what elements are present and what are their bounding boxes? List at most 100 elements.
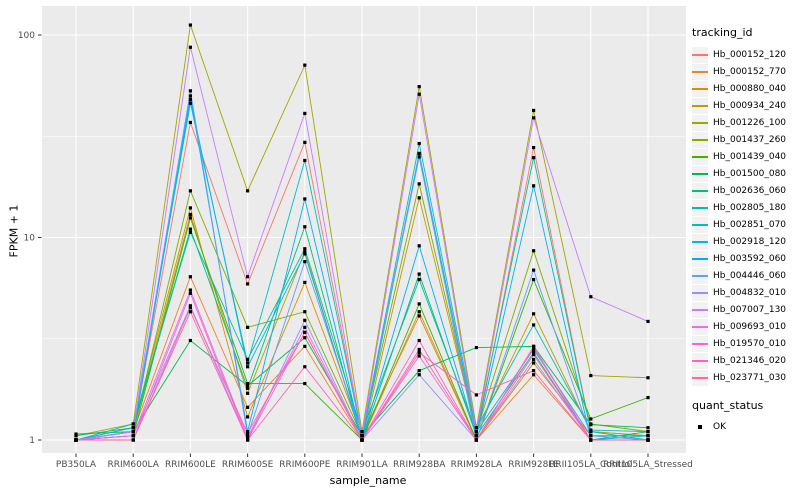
- y-axis: 1 10 100: [18, 31, 42, 446]
- data-point: [417, 244, 421, 248]
- data-point: [188, 23, 192, 27]
- x-tick-label: PB350LA: [56, 460, 97, 470]
- legend-key-swatch: [692, 199, 708, 216]
- data-point: [646, 434, 650, 438]
- data-point: [74, 434, 78, 438]
- data-point: [188, 101, 192, 105]
- data-point: [532, 184, 536, 188]
- legend-line-icon: [692, 342, 708, 345]
- data-point: [532, 353, 536, 357]
- data-point: [188, 89, 192, 93]
- data-point: [646, 430, 650, 434]
- data-point: [246, 438, 250, 442]
- data-point: [246, 381, 250, 386]
- data-point: [417, 347, 421, 352]
- legend-key-swatch: [692, 352, 708, 369]
- data-point: [532, 277, 536, 282]
- data-point: [360, 438, 364, 442]
- data-point: [246, 325, 250, 329]
- legend-item-label: Hb_000152_120: [713, 49, 787, 60]
- legend-item: Hb_003592_060: [692, 250, 798, 267]
- data-point: [532, 108, 536, 113]
- legend-item: Hb_002918_120: [692, 233, 798, 250]
- data-point: [303, 260, 307, 264]
- data-point: [303, 381, 307, 386]
- legend-item-label: Hb_002851_070: [713, 219, 787, 230]
- legend-item-label: Hb_000880_040: [713, 83, 787, 94]
- data-point: [589, 434, 593, 438]
- legend-item: Hb_001500_080: [692, 165, 798, 182]
- data-point: [589, 423, 593, 427]
- x-axis-title: sample_name: [329, 474, 407, 487]
- data-point: [74, 438, 78, 442]
- data-point: [417, 85, 421, 89]
- data-point: [303, 252, 307, 256]
- data-point: [417, 277, 421, 282]
- data-point: [303, 63, 307, 67]
- legend-item-label: Hb_001500_080: [713, 168, 787, 179]
- legend-item: Hb_019570_010: [692, 335, 798, 352]
- data-point: [532, 323, 536, 327]
- data-point: [131, 438, 135, 442]
- legend-item: Hb_000152_770: [692, 63, 798, 80]
- legend-key-swatch: [692, 114, 708, 131]
- legend-key-swatch: [692, 80, 708, 97]
- legend-key-swatch: [692, 369, 708, 386]
- x-tick-label: RRIM600LE: [165, 460, 216, 470]
- data-point: [188, 338, 192, 343]
- legend-item-quant-ok: OK: [692, 418, 798, 435]
- data-point: [532, 373, 536, 377]
- data-point: [532, 249, 536, 253]
- data-point: [474, 393, 478, 397]
- data-point: [417, 369, 421, 373]
- data-point: [188, 227, 192, 231]
- legend-key-swatch: [692, 97, 708, 114]
- data-point: [246, 365, 250, 369]
- data-point: [417, 92, 421, 96]
- legend-item: Hb_021346_020: [692, 352, 798, 369]
- quant-ok-key: [692, 419, 708, 435]
- data-point: [74, 432, 78, 436]
- data-point: [417, 310, 421, 314]
- data-point: [131, 426, 135, 430]
- data-point: [246, 434, 250, 438]
- data-point: [474, 434, 478, 438]
- data-point: [589, 428, 593, 432]
- legend-item: Hb_001226_100: [692, 114, 798, 131]
- data-point: [188, 94, 192, 98]
- x-tick-label: RRIM928BA: [393, 460, 446, 470]
- data-point: [646, 319, 650, 324]
- data-point: [417, 182, 421, 186]
- legend-key-swatch: [692, 165, 708, 182]
- data-point: [417, 196, 421, 200]
- data-point: [303, 310, 307, 314]
- data-point: [417, 351, 421, 355]
- legend-key-swatch: [692, 250, 708, 267]
- data-point: [532, 361, 536, 365]
- data-point: [417, 338, 421, 343]
- legend-key-swatch: [692, 216, 708, 233]
- data-point: [303, 225, 307, 229]
- data-point: [589, 373, 593, 378]
- legend-line-icon: [692, 70, 708, 73]
- legend-item-label: Hb_004832_010: [713, 287, 787, 298]
- x-tick-label: RRII105LA_Stressed: [603, 460, 693, 470]
- data-point: [417, 373, 421, 377]
- legend-item-label: Hb_001226_100: [713, 117, 787, 128]
- legend-line-icon: [692, 172, 708, 175]
- data-point: [188, 120, 192, 125]
- y-axis-title: FPKM + 1: [7, 204, 21, 258]
- data-point: [360, 430, 364, 434]
- legend-item: Hb_007007_130: [692, 301, 798, 318]
- data-point: [646, 395, 650, 400]
- y-tick-label: 100: [18, 31, 35, 41]
- data-point: [532, 116, 536, 120]
- x-tick-label: RRII105LA_Control: [549, 460, 632, 470]
- legend-line-icon: [692, 359, 708, 362]
- data-points: [74, 23, 650, 442]
- data-point: [589, 438, 593, 442]
- data-point: [131, 434, 135, 438]
- data-point: [474, 438, 478, 442]
- data-point: [246, 386, 250, 390]
